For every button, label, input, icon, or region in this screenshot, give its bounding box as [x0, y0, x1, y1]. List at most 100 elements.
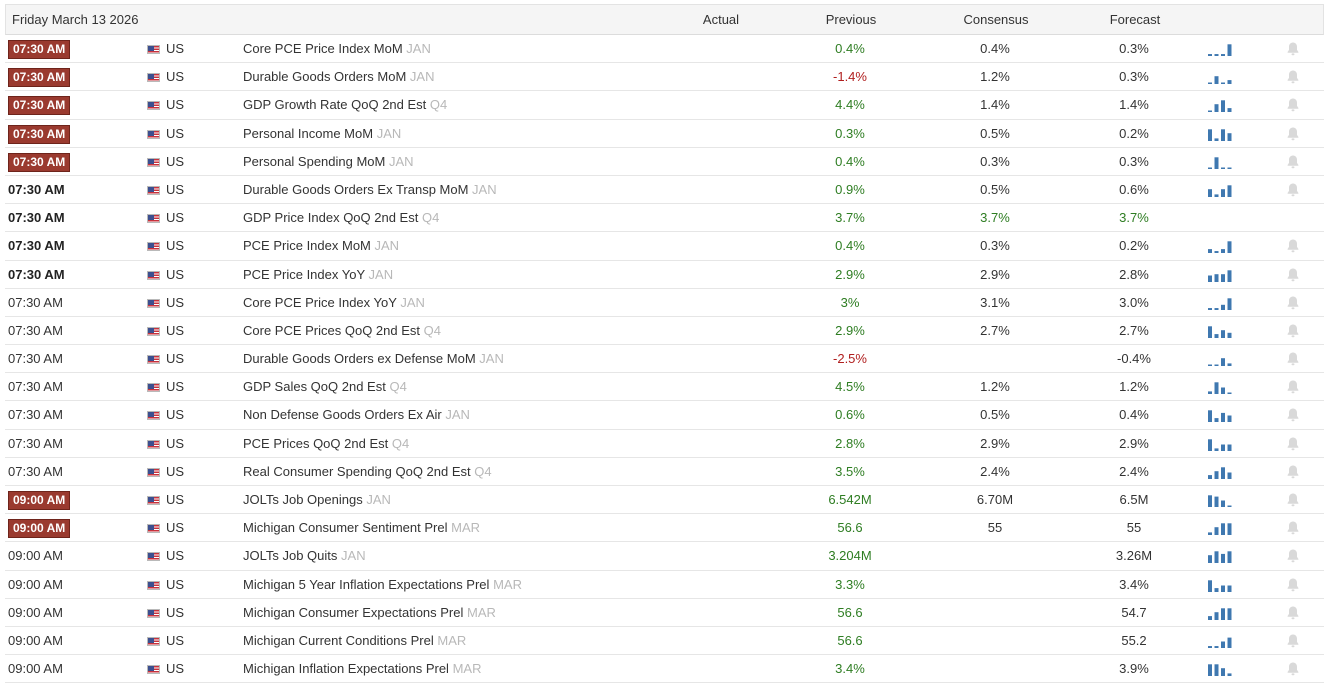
- history-sparkline-chart[interactable]: [1206, 662, 1234, 677]
- event-name-link[interactable]: Core PCE Prices QoQ 2nd Est Q4: [243, 317, 441, 344]
- alert-bell-icon[interactable]: [1286, 238, 1300, 254]
- alert-bell-icon[interactable]: [1286, 436, 1300, 452]
- event-name-link[interactable]: Personal Income MoM JAN: [243, 120, 401, 147]
- history-sparkline-chart[interactable]: [1206, 437, 1234, 451]
- history-sparkline-chart[interactable]: [1206, 324, 1234, 338]
- event-name-link[interactable]: Core PCE Price Index YoY JAN: [243, 289, 425, 316]
- alert-bell-icon[interactable]: [1286, 464, 1300, 480]
- event-name-link[interactable]: JOLTs Job Quits JAN: [243, 542, 366, 569]
- history-sparkline-chart[interactable]: [1206, 408, 1234, 423]
- event-name-link[interactable]: Durable Goods Orders ex Defense MoM JAN: [243, 345, 504, 372]
- event-name-link[interactable]: Michigan Current Conditions Prel MAR: [243, 627, 466, 654]
- alert-bell-icon[interactable]: [1286, 182, 1300, 198]
- event-country[interactable]: US: [147, 345, 184, 372]
- history-sparkline-chart[interactable]: [1206, 549, 1234, 564]
- event-country[interactable]: US: [147, 63, 184, 90]
- alert-bell-icon[interactable]: [1286, 605, 1300, 621]
- history-sparkline-chart[interactable]: [1206, 183, 1234, 197]
- event-country[interactable]: US: [147, 317, 184, 344]
- calendar-event-row[interactable]: 07:30 AM US Personal Income MoM JAN 0.3% 0.5…: [5, 120, 1324, 148]
- event-name-link[interactable]: Michigan 5 Year Inflation Expectations P…: [243, 571, 522, 598]
- calendar-event-row[interactable]: 07:30 AM US Real Consumer Spending QoQ 2nd…: [5, 458, 1324, 486]
- history-sparkline-chart[interactable]: [1206, 521, 1234, 536]
- event-country[interactable]: US: [147, 627, 184, 654]
- alert-bell-icon[interactable]: [1286, 126, 1300, 142]
- event-name-link[interactable]: GDP Sales QoQ 2nd Est Q4: [243, 373, 407, 400]
- history-sparkline-chart[interactable]: [1206, 380, 1234, 395]
- event-name-link[interactable]: GDP Growth Rate QoQ 2nd Est Q4: [243, 91, 447, 118]
- event-name-link[interactable]: Michigan Consumer Sentiment Prel MAR: [243, 514, 480, 541]
- event-name-link[interactable]: Real Consumer Spending QoQ 2nd Est Q4: [243, 458, 492, 485]
- alert-bell-icon[interactable]: [1286, 351, 1300, 367]
- previous-column-header[interactable]: Previous: [825, 12, 877, 27]
- event-name-link[interactable]: Personal Spending MoM JAN: [243, 148, 414, 175]
- event-country[interactable]: US: [147, 571, 184, 598]
- alert-bell-icon[interactable]: [1286, 661, 1300, 677]
- event-country[interactable]: US: [147, 176, 184, 203]
- event-country[interactable]: US: [147, 655, 184, 682]
- event-name-link[interactable]: JOLTs Job Openings JAN: [243, 486, 391, 513]
- alert-bell-icon[interactable]: [1286, 577, 1300, 593]
- event-country[interactable]: US: [147, 232, 184, 259]
- history-sparkline-chart[interactable]: [1206, 268, 1234, 282]
- history-sparkline-chart[interactable]: [1206, 352, 1234, 367]
- calendar-event-row[interactable]: 09:00 AM US Michigan Consumer Sentiment Pr…: [5, 514, 1324, 543]
- alert-bell-icon[interactable]: [1286, 407, 1300, 423]
- history-sparkline-chart[interactable]: [1206, 493, 1234, 507]
- event-name-link[interactable]: PCE Price Index MoM JAN: [243, 232, 399, 259]
- consensus-column-header[interactable]: Consensus: [963, 12, 1029, 27]
- event-country[interactable]: US: [147, 91, 184, 118]
- calendar-event-row[interactable]: 07:30 AM US PCE Price Index YoY JAN 2.9% 2.9…: [5, 261, 1324, 289]
- event-name-link[interactable]: GDP Price Index QoQ 2nd Est Q4: [243, 204, 439, 231]
- alert-bell-icon[interactable]: [1286, 520, 1300, 536]
- alert-bell-icon[interactable]: [1286, 323, 1300, 339]
- calendar-event-row[interactable]: 07:30 AM US Core PCE Price Index YoY JAN 3%…: [5, 289, 1324, 317]
- history-sparkline-chart[interactable]: [1206, 155, 1234, 169]
- history-sparkline-chart[interactable]: [1206, 634, 1234, 648]
- calendar-event-row[interactable]: 09:00 AM US Michigan Inflation Expectation…: [5, 655, 1324, 683]
- calendar-event-row[interactable]: 07:30 AM US PCE Prices QoQ 2nd Est Q4 2.8% 2…: [5, 430, 1324, 458]
- alert-bell-icon[interactable]: [1286, 633, 1300, 649]
- history-sparkline-chart[interactable]: [1206, 70, 1234, 85]
- history-sparkline-chart[interactable]: [1206, 42, 1234, 56]
- alert-bell-icon[interactable]: [1286, 492, 1300, 508]
- alert-bell-icon[interactable]: [1286, 379, 1300, 395]
- event-country[interactable]: US: [147, 542, 184, 569]
- calendar-event-row[interactable]: 07:30 AM US GDP Growth Rate QoQ 2nd Est Q4…: [5, 91, 1324, 120]
- event-country[interactable]: US: [147, 458, 184, 485]
- calendar-event-row[interactable]: 07:30 AM US Non Defense Goods Orders Ex Ai…: [5, 401, 1324, 430]
- event-country[interactable]: US: [147, 148, 184, 175]
- event-name-link[interactable]: Michigan Consumer Expectations Prel MAR: [243, 599, 496, 626]
- calendar-event-row[interactable]: 09:00 AM US Michigan Current Conditions Pr…: [5, 627, 1324, 656]
- history-sparkline-chart[interactable]: [1206, 98, 1234, 113]
- calendar-event-row[interactable]: 07:30 AM US Core PCE Prices QoQ 2nd Est Q4…: [5, 317, 1324, 346]
- event-country[interactable]: US: [147, 289, 184, 316]
- alert-bell-icon[interactable]: [1286, 295, 1300, 311]
- event-country[interactable]: US: [147, 599, 184, 626]
- calendar-event-row[interactable]: 09:00 AM US Michigan Consumer Expectations…: [5, 599, 1324, 627]
- history-sparkline-chart[interactable]: [1206, 239, 1234, 254]
- event-country[interactable]: US: [147, 120, 184, 147]
- alert-bell-icon[interactable]: [1286, 69, 1300, 85]
- event-name-link[interactable]: Durable Goods Orders MoM JAN: [243, 63, 434, 90]
- event-name-link[interactable]: PCE Prices QoQ 2nd Est Q4: [243, 430, 409, 457]
- event-country[interactable]: US: [147, 261, 184, 288]
- history-sparkline-chart[interactable]: [1206, 127, 1234, 141]
- event-name-link[interactable]: Core PCE Price Index MoM JAN: [243, 35, 431, 62]
- calendar-event-row[interactable]: 07:30 AM US Core PCE Price Index MoM JAN 0.…: [5, 35, 1324, 64]
- calendar-event-row[interactable]: 07:30 AM US GDP Sales QoQ 2nd Est Q4 4.5% 1.…: [5, 373, 1324, 402]
- calendar-event-row[interactable]: 07:30 AM US GDP Price Index QoQ 2nd Est Q4…: [5, 204, 1324, 233]
- history-sparkline-chart[interactable]: [1206, 465, 1234, 479]
- event-name-link[interactable]: Durable Goods Orders Ex Transp MoM JAN: [243, 176, 497, 203]
- event-country[interactable]: US: [147, 514, 184, 541]
- event-country[interactable]: US: [147, 204, 184, 231]
- calendar-event-row[interactable]: 07:30 AM US Personal Spending MoM JAN 0.4% 0…: [5, 148, 1324, 176]
- event-country[interactable]: US: [147, 373, 184, 400]
- history-sparkline-chart[interactable]: [1206, 578, 1234, 592]
- alert-bell-icon[interactable]: [1286, 154, 1300, 170]
- event-country[interactable]: US: [147, 35, 184, 62]
- calendar-event-row[interactable]: 09:00 AM US Michigan 5 Year Inflation Expe…: [5, 571, 1324, 599]
- event-country[interactable]: US: [147, 401, 184, 428]
- calendar-event-row[interactable]: 09:00 AM US JOLTs Job Quits JAN 3.204M 3.26M: [5, 542, 1324, 571]
- calendar-event-row[interactable]: 07:30 AM US Durable Goods Orders ex Defens…: [5, 345, 1324, 374]
